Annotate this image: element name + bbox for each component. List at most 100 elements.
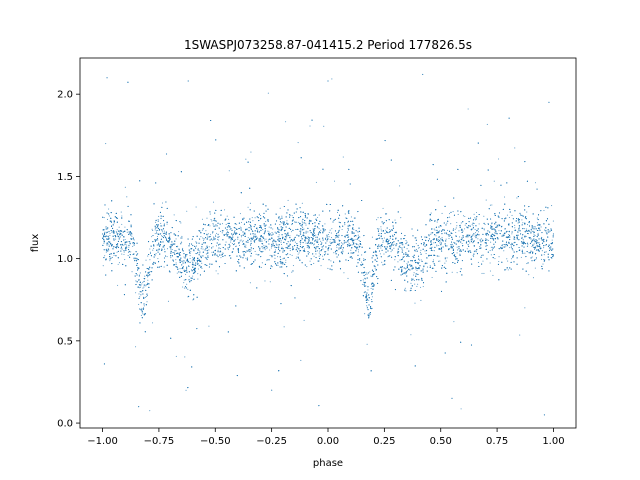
data-point [191, 260, 193, 262]
data-point [120, 211, 122, 213]
data-point [399, 246, 402, 248]
data-point [432, 250, 434, 252]
data-point [282, 221, 284, 223]
data-point [309, 125, 311, 127]
data-point [149, 251, 152, 253]
data-point [359, 236, 361, 238]
data-point [240, 239, 242, 241]
data-point [208, 249, 210, 251]
data-point [262, 250, 264, 253]
data-point [371, 299, 373, 301]
data-point [342, 249, 344, 251]
data-point [309, 260, 311, 262]
data-point [337, 211, 339, 214]
data-point [541, 250, 543, 252]
data-point [533, 226, 535, 228]
data-point [397, 261, 399, 263]
data-point [340, 242, 343, 244]
data-point [433, 250, 435, 252]
data-point [503, 250, 505, 252]
data-point [430, 233, 432, 235]
data-point [370, 287, 372, 289]
data-point [258, 239, 260, 241]
data-point [192, 275, 194, 277]
data-point [203, 239, 205, 241]
data-point [228, 218, 230, 221]
data-point [111, 231, 113, 233]
data-point [216, 232, 218, 234]
data-point [249, 202, 251, 204]
data-point [424, 250, 426, 252]
data-point [390, 230, 392, 232]
data-point [154, 233, 156, 235]
data-point [133, 239, 135, 241]
data-point [315, 234, 317, 236]
data-point [457, 213, 459, 216]
data-point [381, 261, 383, 263]
data-point [535, 259, 537, 261]
data-point [229, 228, 231, 230]
data-point [418, 255, 420, 257]
data-point [528, 225, 531, 227]
data-point [285, 259, 287, 261]
data-point [108, 243, 110, 245]
data-point [216, 238, 219, 240]
data-point [487, 239, 490, 241]
data-point [106, 248, 108, 250]
data-point [365, 285, 367, 287]
data-point [452, 228, 455, 230]
data-point [333, 180, 336, 182]
data-point [205, 253, 207, 255]
data-point [328, 231, 330, 233]
data-point [506, 214, 508, 216]
data-point [173, 250, 176, 252]
data-point [489, 204, 491, 206]
data-point [454, 228, 456, 230]
data-point [173, 214, 175, 216]
data-point [106, 218, 109, 220]
data-point [467, 244, 469, 246]
data-point [446, 222, 448, 224]
data-point [131, 233, 133, 235]
data-point [366, 343, 368, 345]
data-point [303, 248, 305, 250]
data-point [508, 224, 510, 226]
data-point [473, 222, 475, 225]
data-point [439, 230, 441, 232]
data-point [489, 270, 491, 272]
data-point [297, 142, 299, 144]
data-point [464, 215, 466, 218]
data-point [278, 234, 280, 236]
data-point [214, 234, 217, 236]
data-point [212, 224, 214, 226]
data-point [552, 236, 554, 238]
data-point [145, 259, 147, 261]
data-point [199, 264, 201, 266]
data-point [434, 229, 436, 231]
data-point [239, 240, 241, 242]
data-point [124, 186, 126, 188]
data-point [299, 242, 301, 244]
data-point [240, 236, 242, 238]
data-point [289, 214, 291, 217]
data-point [525, 235, 527, 237]
data-point [444, 258, 446, 260]
data-point [307, 238, 309, 240]
data-point [190, 251, 192, 253]
data-point [363, 281, 365, 283]
data-point [222, 252, 224, 254]
data-point [315, 181, 317, 183]
data-point [489, 262, 491, 264]
data-point [497, 158, 500, 160]
data-point [528, 274, 530, 276]
data-point [508, 234, 510, 236]
data-point [291, 254, 293, 256]
data-point [181, 235, 183, 237]
data-point [526, 263, 528, 265]
data-point [283, 326, 285, 328]
data-point [153, 247, 155, 249]
data-point [266, 259, 268, 261]
data-point [503, 196, 506, 198]
data-point [201, 218, 204, 220]
data-point [417, 283, 419, 285]
